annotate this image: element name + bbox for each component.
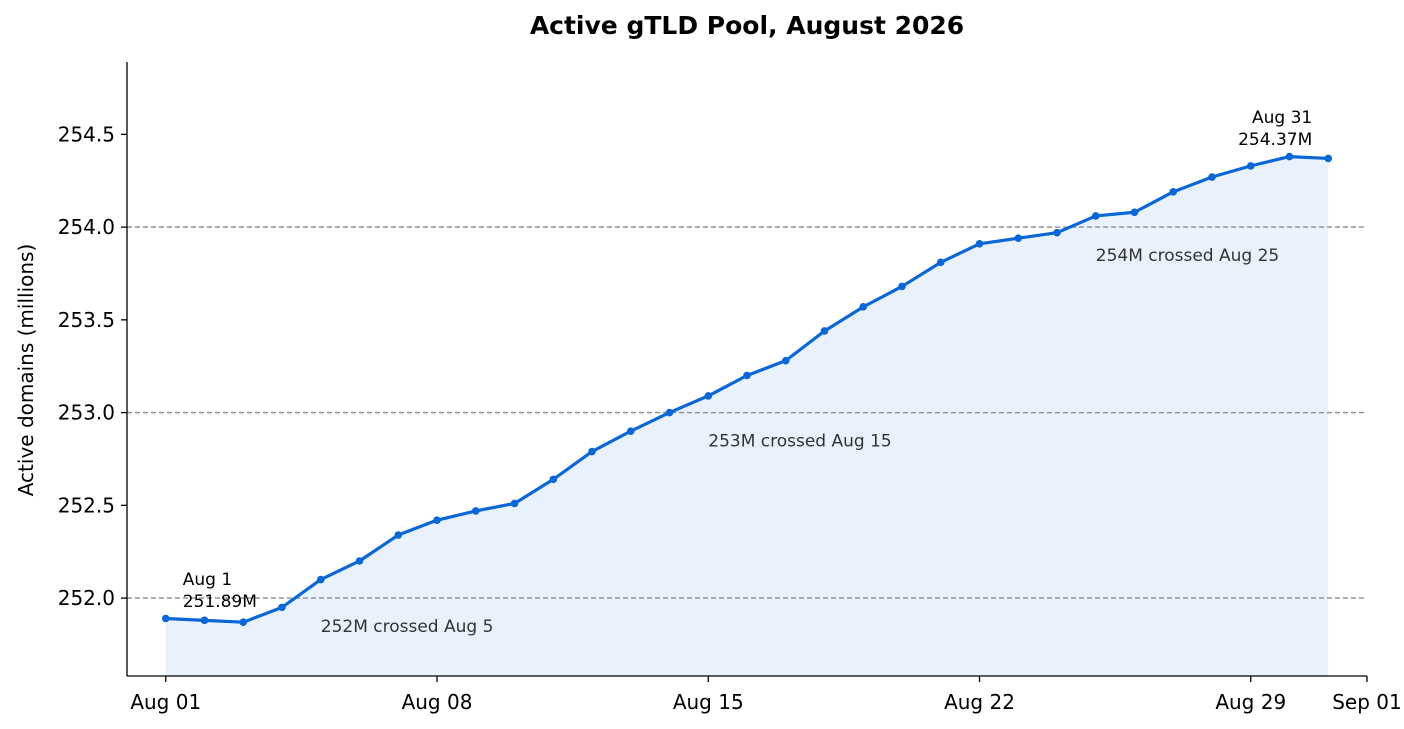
data-point: [355, 557, 364, 565]
data-point: [278, 603, 286, 612]
data-point: [588, 447, 596, 456]
annotation-line: 251.89M: [183, 592, 257, 612]
y-tick-label: 253.0: [58, 401, 115, 425]
point-layer: [161, 152, 1333, 627]
x-tick-label: Sep 01: [1332, 690, 1402, 714]
data-point: [161, 614, 170, 623]
chart-title: Active gTLD Pool, August 2026: [530, 11, 964, 40]
data-point: [510, 499, 519, 508]
data-point: [1208, 173, 1216, 181]
data-point: [1053, 228, 1061, 237]
data-point: [704, 392, 713, 400]
data-point: [433, 516, 441, 524]
data-point: [471, 507, 480, 515]
annotation-line: Aug 31: [1252, 108, 1312, 128]
y-tick-label: 254.5: [58, 122, 115, 146]
x-tick-label: Aug 08: [402, 690, 473, 714]
annotation-line: 254.37M: [1238, 130, 1312, 150]
data-point: [1130, 208, 1139, 217]
x-tick-label: Aug 29: [1215, 690, 1286, 714]
threshold-layer: 252M crossed Aug 5 253M crossed Aug 15 254…: [127, 226, 1367, 637]
data-point: [200, 616, 209, 625]
data-point: [1169, 188, 1178, 196]
data-point: [859, 303, 868, 311]
data-point: [665, 408, 674, 417]
data-point: [898, 282, 906, 291]
x-tick-label: Aug 01: [130, 690, 201, 714]
data-point: [1014, 234, 1023, 243]
data-point: [549, 475, 558, 484]
data-point: [239, 618, 248, 627]
data-point: [975, 239, 984, 248]
y-axis-label: Active domains (millions): [14, 244, 38, 497]
threshold-label: 252M crossed Aug 5: [321, 617, 494, 637]
area-layer: [165, 156, 1329, 676]
threshold-label: 254M crossed Aug 25: [1096, 246, 1279, 266]
data-point: [743, 371, 751, 380]
data-point: [1285, 152, 1294, 161]
data-point: [781, 356, 790, 365]
data-point: [394, 531, 403, 539]
threshold-label: 253M crossed Aug 15: [708, 431, 891, 451]
y-tick-label: 254.0: [58, 215, 115, 239]
data-point: [820, 327, 829, 335]
data-point: [316, 575, 325, 584]
data-point: [626, 427, 635, 435]
data-point: [1091, 212, 1100, 220]
y-tick-label: 252.5: [58, 493, 115, 517]
y-tick-label: 252.0: [58, 586, 115, 610]
y-tick-label: 253.5: [58, 308, 115, 332]
annotation-line: Aug 1: [183, 570, 232, 590]
data-point: [1324, 154, 1333, 163]
data-point: [936, 258, 945, 267]
series-area: [165, 156, 1329, 676]
axis-layer: 252.0 252.5 253.0 253.5 254.0 254.5 Aug 01 Aug …: [58, 62, 1402, 714]
x-tick-label: Aug 15: [673, 690, 744, 714]
x-tick-label: Aug 22: [944, 690, 1015, 714]
data-point: [1246, 162, 1255, 170]
